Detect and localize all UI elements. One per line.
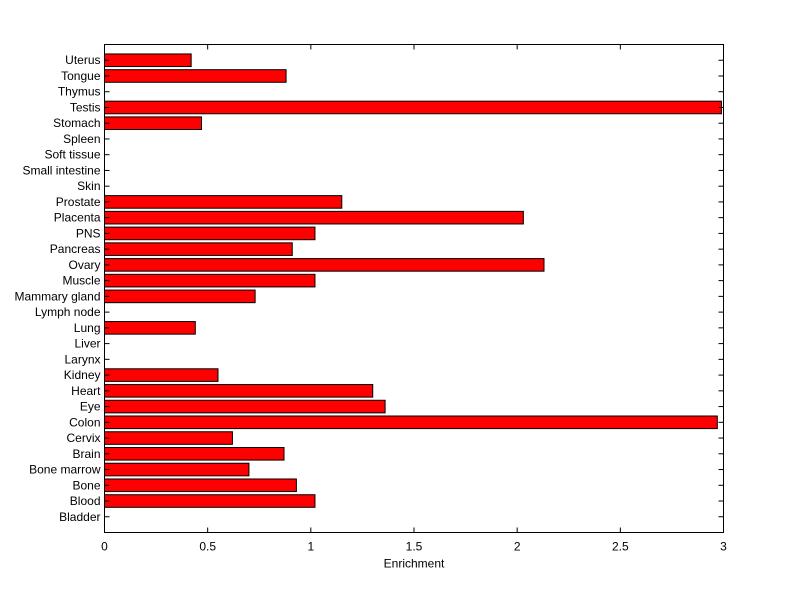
- y-tick-label-bone: Bone: [72, 478, 100, 492]
- y-tick-label-uterus: Uterus: [65, 53, 100, 67]
- y-tick-label-lymph-node: Lymph node: [35, 305, 101, 319]
- bar-bone-marrow: [104, 462, 250, 477]
- bar-heart: [104, 384, 374, 398]
- x-tick-label-2: 1: [307, 540, 314, 554]
- y-tick-label-stomach: Stomach: [53, 116, 100, 130]
- x-tick-label-3: 1.5: [406, 540, 423, 554]
- y-tick-label-tongue: Tongue: [61, 69, 101, 83]
- y-tick-label-pancreas: Pancreas: [50, 242, 101, 256]
- x-tick-label-0: 0: [101, 540, 108, 554]
- bar-colon: [104, 415, 718, 430]
- y-tick-label-kidney: Kidney: [64, 368, 101, 382]
- bar-tongue: [104, 69, 287, 83]
- bar-lung: [104, 321, 196, 335]
- y-tick-label-placenta: Placenta: [54, 211, 101, 225]
- bar-kidney: [104, 368, 219, 382]
- y-tick-label-prostate: Prostate: [56, 195, 101, 209]
- bar-blood: [104, 494, 316, 508]
- bar-prostate: [104, 195, 343, 209]
- bar-cervix: [104, 431, 233, 445]
- y-tick-label-pns: PNS: [76, 226, 101, 240]
- y-tick-label-spleen: Spleen: [63, 132, 100, 146]
- x-axis: 0 0.5 1 1.5 2 2.5 3: [101, 44, 727, 554]
- y-tick-label-ovary: Ovary: [68, 258, 100, 272]
- x-axis-label: Enrichment: [384, 557, 445, 571]
- bar-muscle: [104, 273, 316, 288]
- y-tick-label-colon: Colon: [69, 415, 100, 429]
- y-tick-label-lung: Lung: [74, 321, 101, 335]
- bar-mammary-gland: [104, 289, 256, 304]
- x-tick-label-5: 2.5: [612, 540, 629, 554]
- x-tick-label-6: 3: [720, 540, 727, 554]
- y-tick-label-cervix: Cervix: [66, 431, 100, 445]
- y-tick-label-muscle: Muscle: [62, 274, 100, 288]
- y-tick-label-blood: Blood: [70, 494, 101, 508]
- y-tick-label-thymus: Thymus: [58, 85, 101, 99]
- y-tick-label-soft-tissue: Soft tissue: [44, 148, 100, 162]
- bar-pancreas: [104, 242, 293, 256]
- y-tick-label-skin: Skin: [77, 179, 100, 193]
- bar-eye: [104, 399, 386, 414]
- y-tick-label-heart: Heart: [71, 384, 101, 398]
- x-tick-label-1: 0.5: [199, 540, 216, 554]
- y-tick-label-bone-marrow: Bone marrow: [29, 463, 101, 477]
- bar-ovary: [104, 258, 545, 272]
- bar-uterus: [104, 53, 192, 68]
- y-tick-label-testis: Testis: [70, 100, 101, 114]
- bar-testis: [104, 100, 722, 115]
- bar-stomach: [104, 116, 202, 131]
- y-tick-label-brain: Brain: [72, 447, 100, 461]
- y-tick-label-liver: Liver: [74, 337, 100, 351]
- bar-brain: [104, 446, 285, 461]
- y-tick-label-bladder: Bladder: [59, 510, 100, 524]
- bar-pns: [104, 226, 316, 241]
- x-tick-label-4: 2: [514, 540, 521, 554]
- bars-layer: [104, 53, 722, 508]
- y-tick-label-eye: Eye: [80, 400, 101, 414]
- y-tick-label-small-intestine: Small intestine: [22, 163, 100, 177]
- bar-placenta: [104, 210, 524, 225]
- bar-bone: [104, 478, 297, 493]
- y-tick-label-larynx: Larynx: [64, 352, 100, 366]
- y-tick-label-mammary-gland: Mammary gland: [14, 289, 100, 303]
